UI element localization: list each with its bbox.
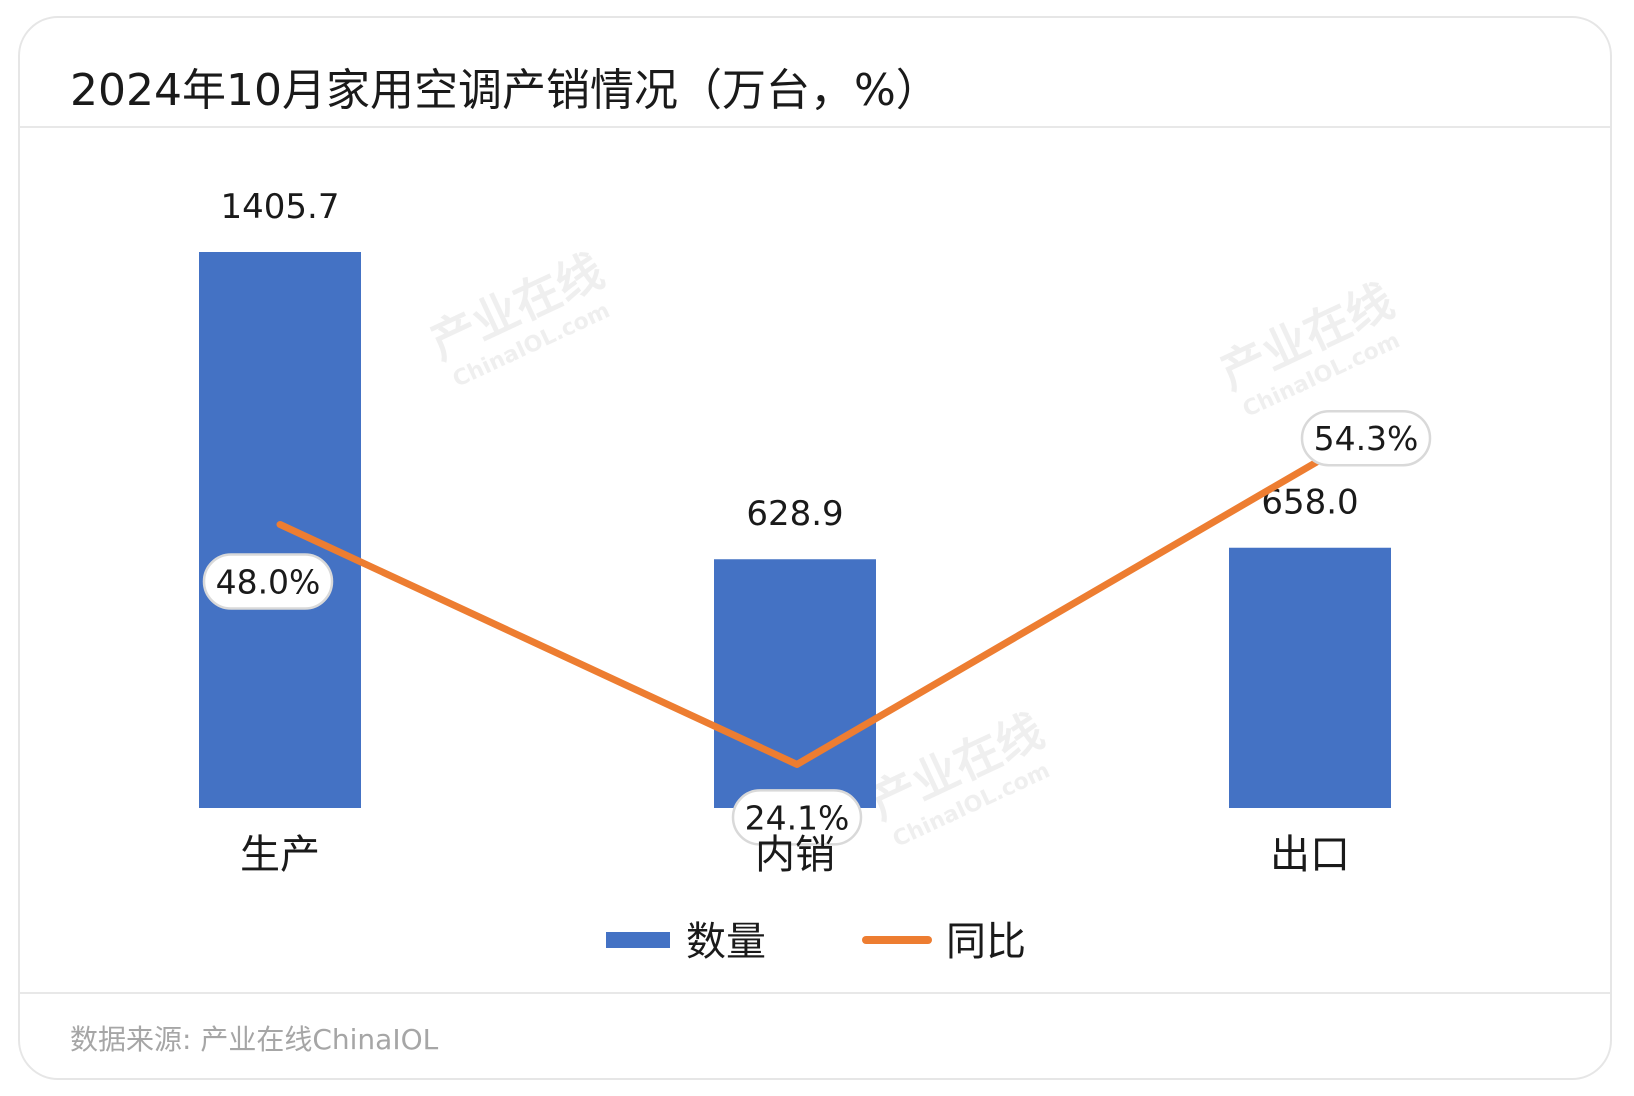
title-divider	[20, 126, 1610, 128]
bar-value-label-1: 628.9	[746, 494, 843, 534]
line-value-label-2: 54.3%	[1314, 419, 1419, 458]
bar-value-label-0: 1405.7	[221, 187, 340, 227]
line-value-labels: 48.0% 24.1% 54.3%	[202, 409, 1432, 846]
bar-0	[199, 252, 361, 808]
line-value-label-1: 24.1%	[745, 798, 850, 837]
legend-bar-label: 数量	[686, 919, 766, 965]
category-label-2: 出口	[1270, 832, 1350, 878]
line-value-label-0: 48.0%	[216, 562, 321, 601]
chart-title: 2024年10月家用空调产销情况（万台，%）	[70, 65, 940, 116]
bubble-background-2	[1300, 409, 1432, 467]
line-value-bubble-1: 24.1%	[731, 789, 863, 846]
bubble-background-1	[731, 789, 863, 846]
legend-bar-swatch	[606, 932, 670, 948]
bubble-background-0	[202, 553, 334, 610]
category-labels: 生产 内销 出口	[240, 832, 1350, 878]
category-label-0: 生产	[240, 832, 320, 878]
bar-value-labels: 1405.7 628.9 658.0	[221, 187, 1359, 534]
line-path	[276, 457, 1322, 768]
bar-2	[1229, 547, 1391, 808]
footer-divider	[20, 992, 1610, 994]
bar-series	[199, 252, 1391, 808]
legend: 数量 同比	[606, 919, 1026, 965]
watermark-0: 产业在线ChinaIOL.com	[422, 243, 614, 392]
line-value-bubble-2: 54.3%	[1300, 409, 1432, 467]
line-series	[276, 457, 1322, 768]
watermark-2: 产业在线ChinaIOL.com	[862, 703, 1054, 852]
category-label-1: 内销	[755, 832, 835, 878]
line-value-bubble-0: 48.0%	[202, 553, 334, 610]
source-note: 数据来源: 产业在线ChinaIOL	[70, 1023, 439, 1056]
legend-line-label: 同比	[946, 919, 1026, 965]
watermark-1: 产业在线ChinaIOL.com	[1212, 273, 1404, 422]
bar-value-label-2: 658.0	[1261, 483, 1358, 523]
bar-1	[714, 559, 876, 808]
